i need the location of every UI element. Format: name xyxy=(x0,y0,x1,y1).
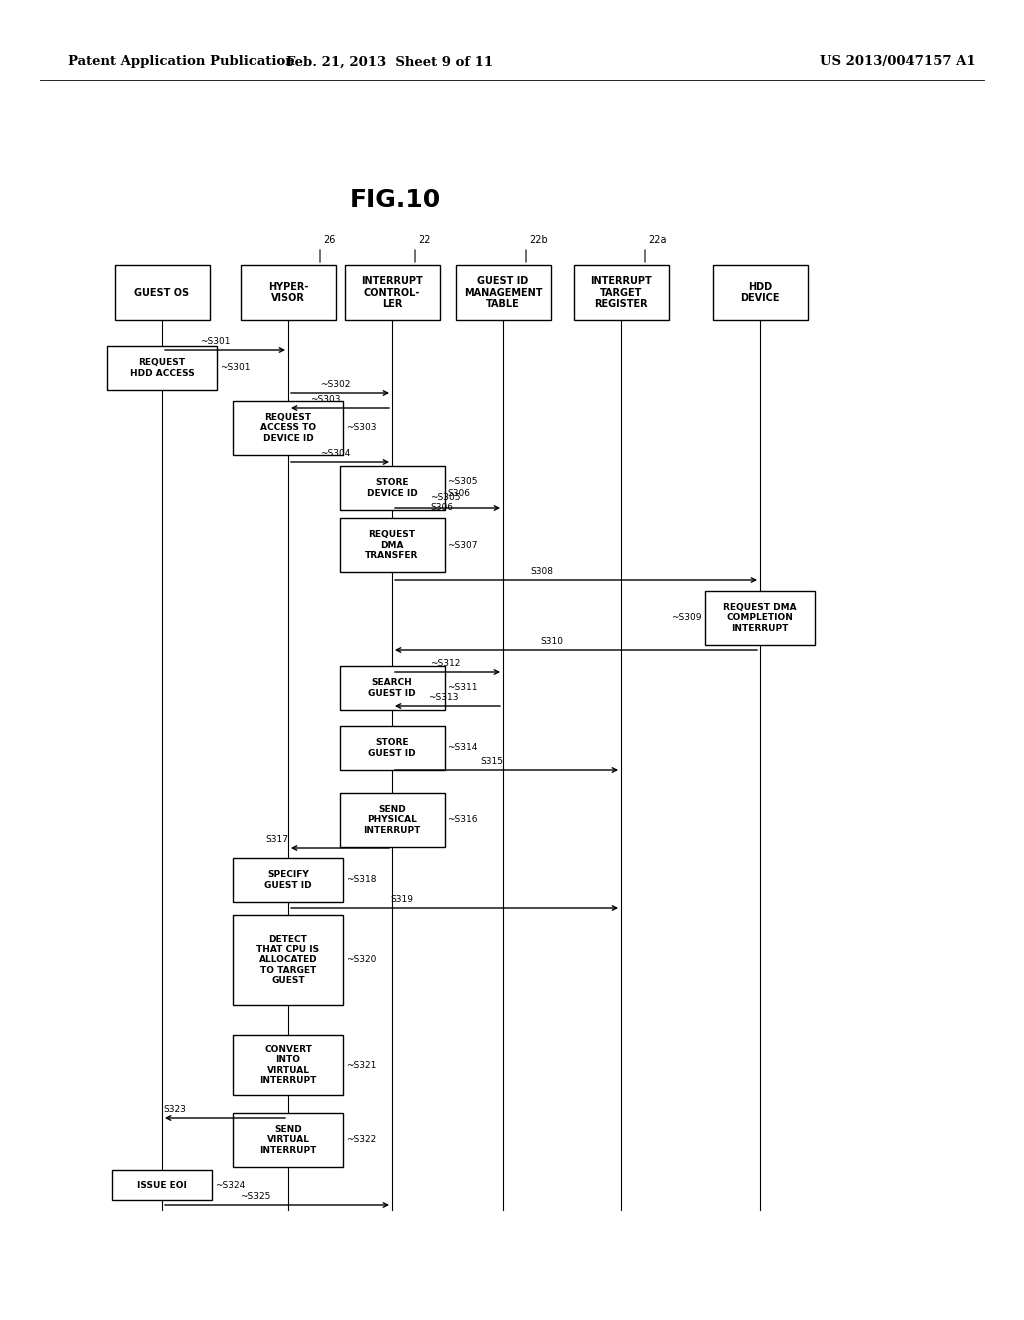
Text: SEND
PHYSICAL
INTERRUPT: SEND PHYSICAL INTERRUPT xyxy=(364,805,421,836)
Text: REQUEST
ACCESS TO
DEVICE ID: REQUEST ACCESS TO DEVICE ID xyxy=(260,413,316,444)
Text: ~S325: ~S325 xyxy=(240,1192,270,1201)
Text: S306: S306 xyxy=(430,503,453,512)
Text: HDD
DEVICE: HDD DEVICE xyxy=(740,281,779,304)
Text: DETECT
THAT CPU IS
ALLOCATED
TO TARGET
GUEST: DETECT THAT CPU IS ALLOCATED TO TARGET G… xyxy=(256,935,319,985)
Bar xyxy=(115,265,210,319)
Text: S317: S317 xyxy=(265,836,288,843)
Text: ~S305: ~S305 xyxy=(447,478,478,487)
Bar xyxy=(456,265,551,319)
Text: GUEST ID
MANAGEMENT
TABLE: GUEST ID MANAGEMENT TABLE xyxy=(464,276,543,309)
Text: ~S301: ~S301 xyxy=(220,363,251,372)
Text: ~S318: ~S318 xyxy=(346,875,377,884)
Bar xyxy=(112,1170,212,1200)
Text: US 2013/0047157 A1: US 2013/0047157 A1 xyxy=(820,55,976,69)
Text: ~S320: ~S320 xyxy=(346,956,377,965)
Text: ~S304: ~S304 xyxy=(319,449,350,458)
Text: STORE
DEVICE ID: STORE DEVICE ID xyxy=(367,478,418,498)
Text: SEND
VIRTUAL
INTERRUPT: SEND VIRTUAL INTERRUPT xyxy=(259,1125,316,1155)
Text: 22: 22 xyxy=(418,235,430,246)
Bar xyxy=(573,265,669,319)
Text: 22b: 22b xyxy=(529,235,548,246)
Text: S319: S319 xyxy=(390,895,413,904)
Text: ~S313: ~S313 xyxy=(428,693,459,702)
Text: ~S305: ~S305 xyxy=(430,492,461,502)
Text: S310: S310 xyxy=(540,638,563,645)
Text: ~S322: ~S322 xyxy=(346,1135,376,1144)
Text: ~S324: ~S324 xyxy=(215,1180,246,1189)
Text: ~S303: ~S303 xyxy=(310,395,341,404)
Text: S306: S306 xyxy=(447,490,470,499)
Bar xyxy=(344,265,439,319)
Bar xyxy=(340,517,444,572)
Text: GUEST OS: GUEST OS xyxy=(134,288,189,297)
Text: REQUEST
DMA
TRANSFER: REQUEST DMA TRANSFER xyxy=(366,531,419,560)
Text: INTERRUPT
CONTROL-
LER: INTERRUPT CONTROL- LER xyxy=(361,276,423,309)
Text: SEARCH
GUEST ID: SEARCH GUEST ID xyxy=(369,678,416,698)
Text: ~S303: ~S303 xyxy=(346,424,377,433)
Bar xyxy=(106,346,217,389)
Text: S315: S315 xyxy=(480,756,503,766)
Bar xyxy=(241,265,336,319)
Text: S308: S308 xyxy=(530,568,553,576)
Text: INTERRUPT
TARGET
REGISTER: INTERRUPT TARGET REGISTER xyxy=(590,276,652,309)
Bar xyxy=(340,726,444,770)
Bar xyxy=(340,793,444,847)
Text: ~S311: ~S311 xyxy=(447,684,478,693)
Text: ~S314: ~S314 xyxy=(447,743,478,752)
Text: ~S321: ~S321 xyxy=(346,1060,377,1069)
Text: STORE
GUEST ID: STORE GUEST ID xyxy=(369,738,416,758)
Text: S323: S323 xyxy=(163,1105,186,1114)
Text: 22a: 22a xyxy=(648,235,667,246)
Text: REQUEST DMA
COMPLETION
INTERRUPT: REQUEST DMA COMPLETION INTERRUPT xyxy=(723,603,797,632)
Bar xyxy=(233,915,343,1005)
Text: REQUEST
HDD ACCESS: REQUEST HDD ACCESS xyxy=(130,358,195,378)
Text: ~S309: ~S309 xyxy=(672,614,702,623)
Text: HYPER-
VISOR: HYPER- VISOR xyxy=(268,281,308,304)
Text: ISSUE EOI: ISSUE EOI xyxy=(137,1180,187,1189)
Text: ~S302: ~S302 xyxy=(319,380,350,389)
Text: ~S312: ~S312 xyxy=(430,659,461,668)
Text: ~S316: ~S316 xyxy=(447,816,478,825)
Text: FIG.10: FIG.10 xyxy=(349,187,440,213)
Text: ~S301: ~S301 xyxy=(200,337,230,346)
Bar xyxy=(233,1035,343,1096)
Text: Feb. 21, 2013  Sheet 9 of 11: Feb. 21, 2013 Sheet 9 of 11 xyxy=(287,55,494,69)
Bar xyxy=(233,1113,343,1167)
Text: Patent Application Publication: Patent Application Publication xyxy=(68,55,295,69)
Text: ~S307: ~S307 xyxy=(447,540,478,549)
Bar xyxy=(233,401,343,455)
Bar xyxy=(705,591,815,645)
Bar xyxy=(713,265,808,319)
Text: 26: 26 xyxy=(323,235,336,246)
Bar xyxy=(340,466,444,510)
Text: SPECIFY
GUEST ID: SPECIFY GUEST ID xyxy=(264,870,312,890)
Bar xyxy=(340,667,444,710)
Bar xyxy=(233,858,343,902)
Text: CONVERT
INTO
VIRTUAL
INTERRUPT: CONVERT INTO VIRTUAL INTERRUPT xyxy=(259,1045,316,1085)
